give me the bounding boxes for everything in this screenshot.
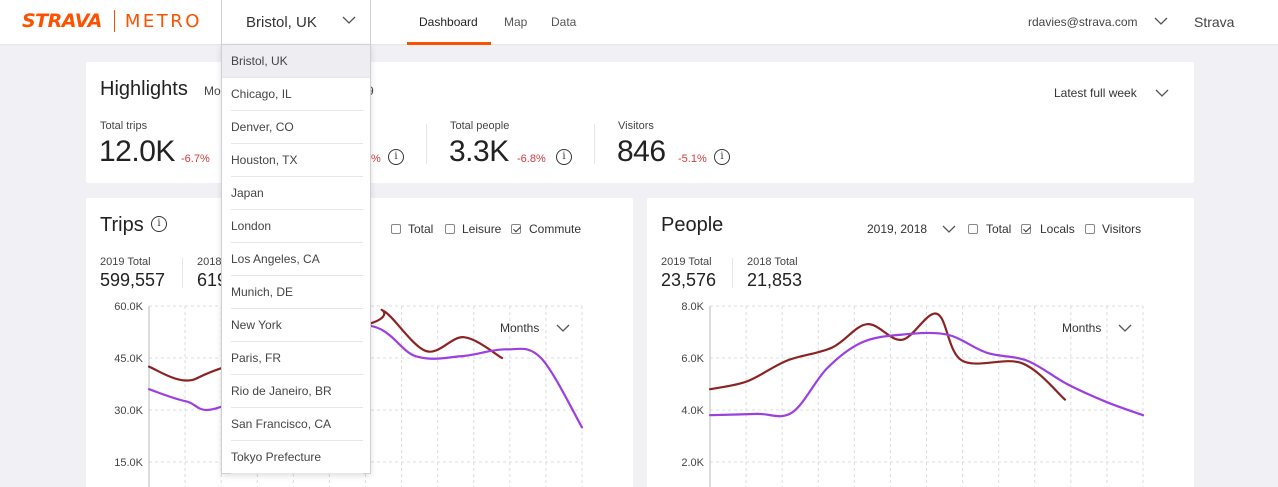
y-tick-label: 8.0K xyxy=(681,301,704,313)
city-option[interactable]: New York xyxy=(231,309,363,342)
tab-data[interactable]: Data xyxy=(551,15,577,29)
series-line-2019 xyxy=(708,331,1145,418)
info-icon[interactable]: i xyxy=(388,149,404,165)
y-tick-label: 60.0K xyxy=(114,301,143,313)
logo-divider xyxy=(113,10,115,32)
stat-value: 846 xyxy=(617,135,666,168)
trips-filter-total-label[interactable]: Total xyxy=(408,222,434,236)
total-2019-label: 2019 Total xyxy=(661,256,712,268)
y-tick-label: 6.0K xyxy=(681,353,704,365)
city-option[interactable]: San Francisco, CA xyxy=(231,408,363,441)
chevron-down-icon[interactable] xyxy=(1118,323,1132,333)
city-option[interactable]: Munich, DE xyxy=(231,276,363,309)
divider xyxy=(182,258,183,288)
stat-change: -6.7% xyxy=(181,153,210,165)
people-filter-visitors-label[interactable]: Visitors xyxy=(1102,222,1142,236)
info-icon[interactable]: i xyxy=(714,149,730,165)
people-card: People 2019, 2018 Total Locals Visitors … xyxy=(647,198,1194,487)
strava-metro-logo[interactable]: STRAVA METRO xyxy=(22,10,202,32)
city-option[interactable]: London xyxy=(231,210,363,243)
divider xyxy=(732,258,733,288)
city-option[interactable]: Houston, TX xyxy=(231,144,363,177)
y-tick-label: 15.0K xyxy=(114,457,143,469)
y-tick-label: 2.0K xyxy=(681,457,704,469)
total-2018-label: 2018 xyxy=(197,256,222,268)
stat-label: Visitors xyxy=(618,120,654,132)
chevron-down-icon[interactable] xyxy=(1155,88,1169,98)
people-granularity-select[interactable]: Months xyxy=(1062,321,1102,335)
logo-strava-text: STRAVA xyxy=(22,10,102,32)
city-option[interactable]: Japan xyxy=(231,177,363,210)
city-select-value: Bristol, UK xyxy=(246,13,317,31)
people-filter-total-checkbox[interactable] xyxy=(968,224,978,234)
y-tick-label: 45.0K xyxy=(114,353,143,365)
info-icon[interactable]: i xyxy=(151,216,167,232)
y-tick-label: 30.0K xyxy=(114,405,143,417)
user-email[interactable]: rdavies@strava.com xyxy=(1028,15,1138,29)
highlights-subtitle: Mo xyxy=(204,84,221,98)
trips-filter-total-checkbox[interactable] xyxy=(391,224,401,234)
stat-label: Total people xyxy=(450,120,510,132)
total-2018-value: 21,853 xyxy=(747,270,803,290)
people-filter-visitors-checkbox[interactable] xyxy=(1085,224,1095,234)
city-select[interactable]: Bristol, UK xyxy=(221,0,371,45)
divider xyxy=(594,124,595,164)
period-select[interactable]: Latest full week xyxy=(1054,86,1137,100)
city-option[interactable]: Tokyo Prefecture xyxy=(231,441,363,474)
info-icon[interactable]: i xyxy=(556,149,572,165)
logo-metro-text: METRO xyxy=(124,10,202,32)
series-line-2018 xyxy=(708,312,1067,401)
city-option[interactable]: Denver, CO xyxy=(231,111,363,144)
total-2018-value: 619 xyxy=(197,270,228,290)
tab-dashboard[interactable]: Dashboard xyxy=(419,15,478,29)
chevron-down-icon[interactable] xyxy=(942,224,956,234)
tab-map[interactable]: Map xyxy=(504,15,528,29)
people-filter-total-label[interactable]: Total xyxy=(986,222,1012,236)
city-option[interactable]: Los Angeles, CA xyxy=(231,243,363,276)
trips-granularity-select[interactable]: Months xyxy=(500,321,540,335)
series-line-2018 xyxy=(147,308,504,382)
y-tick-label: 4.0K xyxy=(681,405,704,417)
people-line-chart: 8.0K 6.0K 4.0K 2.0K xyxy=(681,301,1145,487)
strava-link[interactable]: Strava xyxy=(1194,14,1235,30)
trips-filter-commute-label[interactable]: Commute xyxy=(529,222,582,236)
trips-filter-leisure-label[interactable]: Leisure xyxy=(462,222,502,236)
chevron-down-icon[interactable] xyxy=(556,323,570,333)
total-2019-value: 23,576 xyxy=(661,270,717,290)
people-title: People xyxy=(661,214,724,236)
stat-value: 3.3K xyxy=(449,135,509,168)
stat-value: 12.0K xyxy=(99,135,175,168)
people-years-select[interactable]: 2019, 2018 xyxy=(867,222,928,236)
top-navbar: STRAVA METRO Bristol, UK Dashboard Map D… xyxy=(0,0,1278,45)
total-2019-label: 2019 Total xyxy=(100,256,151,268)
city-option[interactable]: Paris, FR xyxy=(231,342,363,375)
total-2018-label: 2018 Total xyxy=(747,256,798,268)
trips-filter-commute-checkbox[interactable] xyxy=(511,224,521,234)
divider xyxy=(426,124,427,164)
active-tab-indicator xyxy=(407,42,491,45)
trips-filter-leisure-checkbox[interactable] xyxy=(445,224,455,234)
chevron-down-icon[interactable] xyxy=(1154,16,1168,26)
trips-title: Trips xyxy=(100,214,144,236)
stat-label: Total trips xyxy=(100,120,148,132)
city-option[interactable]: Rio de Janeiro, BR xyxy=(231,375,363,408)
city-dropdown-menu: Bristol, UK Chicago, IL Denver, CO Houston,… xyxy=(221,44,371,474)
chevron-down-icon xyxy=(342,16,356,24)
people-filter-locals-label[interactable]: Locals xyxy=(1040,222,1075,236)
stat-change: -5.1% xyxy=(678,153,707,165)
people-filter-locals-checkbox[interactable] xyxy=(1021,224,1031,234)
series-line-2019 xyxy=(147,324,584,429)
highlights-title: Highlights xyxy=(100,78,188,100)
stat-change: % xyxy=(371,153,381,165)
city-option[interactable]: Chicago, IL xyxy=(231,78,363,111)
city-option[interactable]: Bristol, UK xyxy=(222,45,370,78)
stat-change: -6.8% xyxy=(517,153,546,165)
total-2019-value: 599,557 xyxy=(100,270,166,290)
